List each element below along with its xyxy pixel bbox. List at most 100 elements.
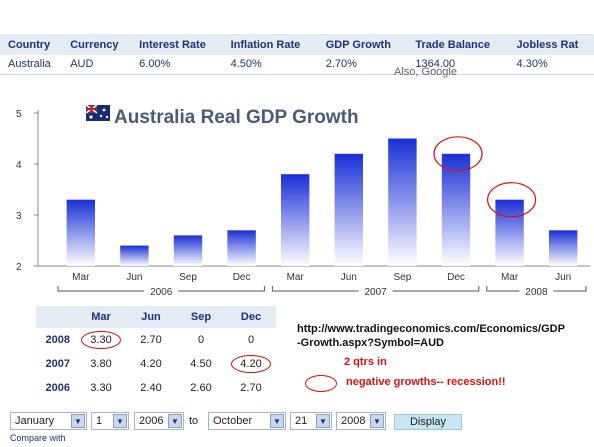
bar (227, 230, 256, 266)
circle-annotation (487, 182, 537, 218)
bar (334, 153, 364, 266)
table-cell: 2.70 (126, 328, 176, 352)
chevron-down-icon[interactable]: ▼ (113, 414, 127, 428)
year-group-brackets: 2006 2007 2008 (57, 286, 587, 298)
chevron-down-icon[interactable]: ▼ (270, 414, 284, 428)
category-label: Jun (341, 272, 357, 283)
circle-annotation (433, 136, 483, 172)
row-year: 2007 (45, 358, 70, 370)
note-quarters: 2 qtrs in (344, 356, 387, 368)
to-month-select[interactable]: October ▼ (208, 412, 286, 430)
to-day-select[interactable]: 21 ▼ (290, 412, 332, 430)
y-tick-label: 4 (16, 160, 22, 171)
table-cell: 4.50 (176, 352, 226, 376)
gdp-growth-chart: Australia Real GDP Growth 2 3 4 5 Mar Jun Sep… (16, 104, 590, 298)
year-label: 2006 (150, 287, 173, 298)
col-header-sep: Sep (176, 306, 226, 328)
category-label: Sep (394, 272, 412, 283)
group-bracket-right (178, 286, 265, 292)
cell-value: 2.40 (140, 382, 162, 394)
cell-trade-balance[interactable]: 1364.00 (407, 55, 509, 75)
col-header-currency: Currency (62, 34, 132, 55)
col-header-mar: Mar (76, 306, 126, 328)
to-day-value: 21 (295, 415, 308, 427)
group-bracket-left (57, 286, 145, 292)
from-year-value: 2006 (139, 415, 164, 427)
category-label: Mar (72, 272, 90, 283)
truncated-header-strip (0, 0, 594, 34)
table-cell: 2.70 (226, 376, 276, 400)
group-bracket-right (553, 286, 587, 292)
chevron-down-icon[interactable]: ▼ (71, 414, 85, 428)
to-year-select[interactable]: 2008 ▼ (336, 412, 386, 430)
bar-series (66, 138, 578, 266)
col-header-gdp-growth: GDP Growth (317, 34, 408, 55)
y-axis-ticks: 2 3 4 5 (16, 109, 38, 273)
display-button[interactable]: Display (394, 414, 462, 430)
table-cell: 0 (226, 328, 276, 352)
bar (173, 235, 203, 266)
cell-inflation-rate[interactable]: 4.50% (222, 55, 318, 75)
chevron-down-icon[interactable]: ▼ (370, 414, 384, 428)
col-header-interest-rate: Interest Rate (131, 34, 223, 55)
from-month-select[interactable]: January ▼ (10, 412, 87, 430)
bar (66, 199, 96, 266)
category-label: Jun (555, 272, 571, 283)
cell-country[interactable]: Australia (0, 55, 63, 75)
year-label: 2008 (525, 287, 548, 298)
table-cell: 4.20 (126, 352, 176, 376)
category-label: Mar (287, 272, 305, 283)
bar (441, 153, 471, 266)
table-row: 2008 3.30 2.70 0 0 (36, 328, 276, 352)
bar (548, 230, 578, 266)
compare-with-link[interactable]: Compare with (10, 433, 66, 443)
col-header-jun: Jun (126, 306, 176, 328)
bar (388, 138, 417, 266)
cell-interest-rate[interactable]: 6.00% (131, 55, 223, 75)
cell-currency[interactable]: AUD (62, 55, 132, 75)
y-tick-label: 5 (16, 109, 22, 120)
category-label: Dec (233, 272, 251, 283)
category-label: Dec (447, 272, 465, 283)
category-label: Mar (501, 272, 519, 283)
cell-value: 4.20 (231, 355, 271, 373)
category-label: Sep (179, 272, 197, 283)
table-cell: 4.20 (226, 352, 276, 376)
stats-footer-text: Also, Google (394, 66, 457, 78)
bar (120, 245, 149, 266)
cell-value: 0 (197, 334, 205, 346)
col-header-country: Country (0, 34, 63, 55)
note-recession: negative growths-- recession!! (346, 376, 506, 388)
category-label: Jun (126, 272, 142, 283)
cell-value: 0 (247, 334, 255, 346)
table-cell: 2.40 (126, 376, 176, 400)
y-tick-label: 3 (16, 211, 22, 222)
from-day-select[interactable]: 1 ▼ (91, 412, 129, 430)
chevron-down-icon[interactable]: ▼ (168, 414, 182, 428)
category-labels: Mar Jun Sep Dec Mar Jun Sep Dec Mar Jun (72, 272, 571, 283)
cell-gdp-growth[interactable]: 2.70% (317, 55, 408, 75)
table-cell: 3.30 (76, 328, 126, 352)
col-header-trade-balance: Trade Balance (407, 34, 509, 55)
cell-value: 3.30 (81, 331, 121, 349)
cell-jobless-rate[interactable]: 4.30% (508, 55, 594, 75)
row-year: 2008 (45, 334, 70, 346)
bar (495, 199, 524, 266)
row-year: 2006 (45, 382, 70, 394)
cell-value: 4.50 (190, 358, 212, 370)
australia-flag-icon (85, 104, 110, 121)
chevron-down-icon[interactable]: ▼ (316, 414, 330, 428)
table-row: Australia AUD 6.00% 4.50% 2.70% 1364.00 … (0, 55, 594, 75)
source-url[interactable]: http://www.tradingeconomics.com/Economic… (297, 323, 565, 349)
to-year-value: 2008 (341, 415, 366, 427)
table-row: 2007 3.80 4.20 4.50 4.20 (36, 352, 276, 376)
cell-value: 2.60 (190, 382, 212, 394)
group-bracket-right (392, 286, 480, 292)
data-table-header-row: Mar Jun Sep Dec (36, 306, 276, 328)
year-label: 2007 (364, 287, 387, 298)
group-bracket-left (271, 286, 359, 292)
to-label: to (189, 415, 199, 427)
from-year-select[interactable]: 2006 ▼ (134, 412, 184, 430)
y-tick-label: 2 (16, 262, 22, 273)
cell-value: 2.70 (140, 334, 162, 346)
